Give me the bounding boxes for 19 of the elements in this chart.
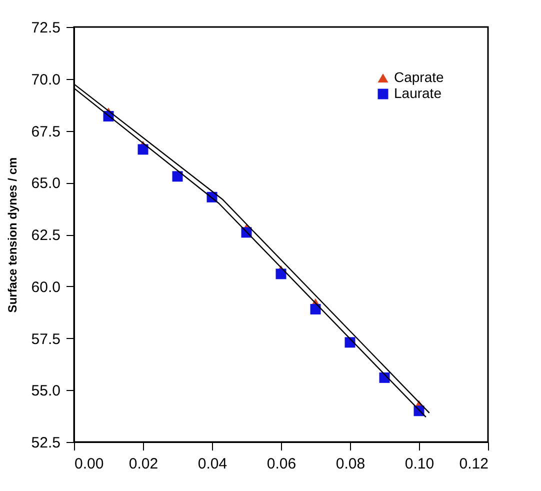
y-tick-label: 62.5 (31, 227, 60, 244)
x-tick-label: 0.00 (74, 456, 104, 472)
x-tick-label: 0.08 (336, 456, 366, 472)
y-tick-label: 55.0 (31, 382, 60, 400)
x-tick-label: 0.02 (128, 456, 158, 472)
y-tick-label: 72.5 (31, 20, 60, 36)
y-tick-label: 65.0 (31, 175, 60, 192)
y-tick-label: 57.5 (31, 330, 60, 348)
y-tick-label: 52.5 (31, 434, 60, 452)
x-tick-label: 0.12 (459, 456, 488, 472)
x-tick-label: 0.04 (198, 456, 228, 472)
legend-label: Laurate (394, 85, 442, 101)
y-tick-label: 67.5 (31, 123, 60, 140)
y-axis-title: Surface tension dynes / cm (5, 157, 20, 313)
x-tick-label: 0.06 (266, 456, 296, 472)
y-tick-label: 70.0 (31, 71, 60, 88)
y-tick-label: 60.0 (31, 278, 60, 296)
x-tick-label: 0.10 (404, 456, 434, 472)
legend-label: Caprate (394, 69, 444, 85)
